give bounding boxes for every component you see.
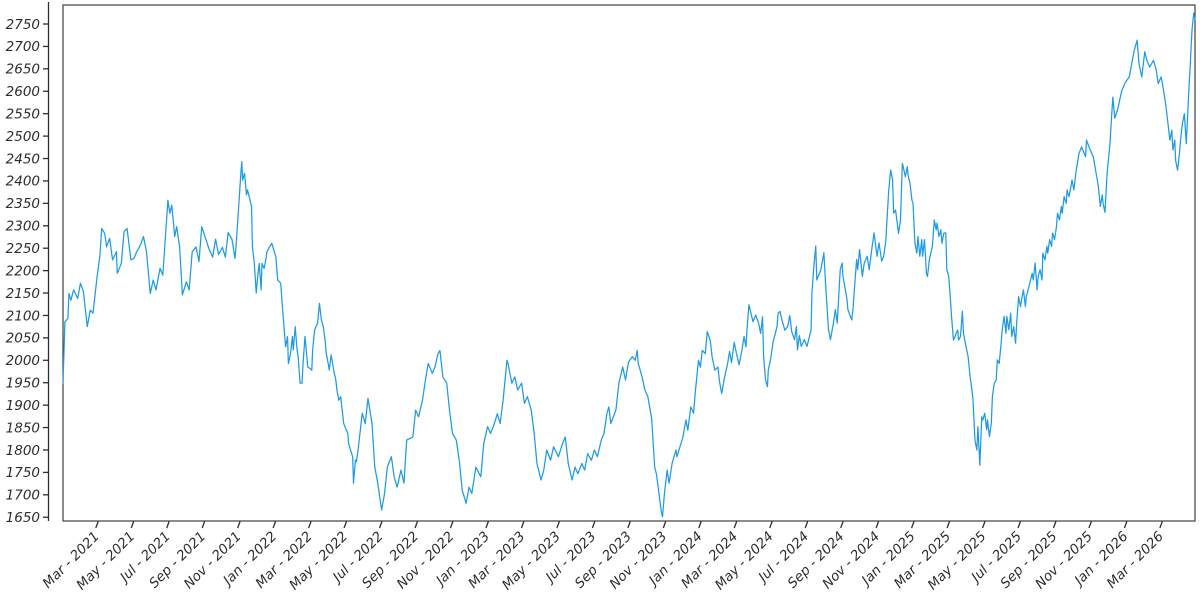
y-tick-label: 2100	[6, 308, 40, 324]
y-tick-label: 2750	[6, 17, 40, 33]
y-tick-label: 2400	[6, 174, 40, 190]
price-line	[62, 12, 1196, 518]
y-tick-label: 2150	[6, 286, 40, 302]
x-tick	[485, 521, 489, 529]
x-tick	[307, 521, 312, 529]
y-tick-label: 1700	[6, 488, 40, 504]
x-tick	[520, 521, 525, 529]
x-tick	[449, 521, 454, 529]
x-tick	[201, 521, 206, 529]
x-tick	[733, 521, 738, 529]
y-tick-label: 2550	[6, 106, 40, 122]
x-tick	[130, 521, 135, 529]
y-tick-label: 2200	[6, 263, 40, 279]
x-tick	[981, 521, 986, 529]
x-tick	[910, 521, 915, 529]
x-tick	[1088, 521, 1092, 529]
y-tick-label: 2050	[6, 331, 40, 347]
x-tick	[414, 521, 419, 529]
x-tick	[804, 521, 809, 529]
x-tick	[1123, 521, 1128, 529]
y-tick-label: 2300	[6, 219, 40, 235]
y-tick-label: 2250	[6, 241, 40, 257]
y-tick-label: 1950	[6, 376, 40, 392]
y-tick-label: 2650	[6, 62, 40, 78]
y-tick-label: 2000	[6, 353, 40, 369]
x-tick	[378, 521, 383, 529]
x-tick	[769, 521, 773, 529]
x-tick	[627, 521, 631, 529]
x-tick	[1017, 521, 1022, 529]
x-tick	[556, 521, 560, 529]
x-tick	[946, 521, 951, 529]
x-tick	[662, 521, 667, 529]
x-tick	[1159, 521, 1163, 529]
y-tick-label: 2600	[6, 84, 40, 100]
y-tick-label: 2450	[6, 151, 40, 167]
plot-frame	[62, 4, 1196, 522]
x-tick	[698, 521, 702, 529]
x-tick	[95, 521, 99, 529]
y-tick-label: 1650	[6, 510, 40, 526]
x-tick	[1052, 521, 1057, 529]
y-tick-label: 1750	[6, 465, 40, 481]
x-tick	[840, 521, 844, 529]
x-tick	[166, 521, 170, 529]
x-tick	[237, 521, 241, 529]
x-tick	[343, 521, 348, 529]
y-tick-label: 1850	[6, 420, 40, 436]
y-tick-label: 1800	[6, 443, 40, 459]
x-tick	[875, 521, 880, 529]
y-tick-label: 2500	[6, 129, 40, 145]
x-tick	[272, 521, 277, 529]
y-tick-label: 2700	[6, 39, 40, 55]
y-tick-label: 1900	[6, 398, 40, 414]
y-tick-label: 2350	[6, 196, 40, 212]
x-tick	[591, 521, 596, 529]
